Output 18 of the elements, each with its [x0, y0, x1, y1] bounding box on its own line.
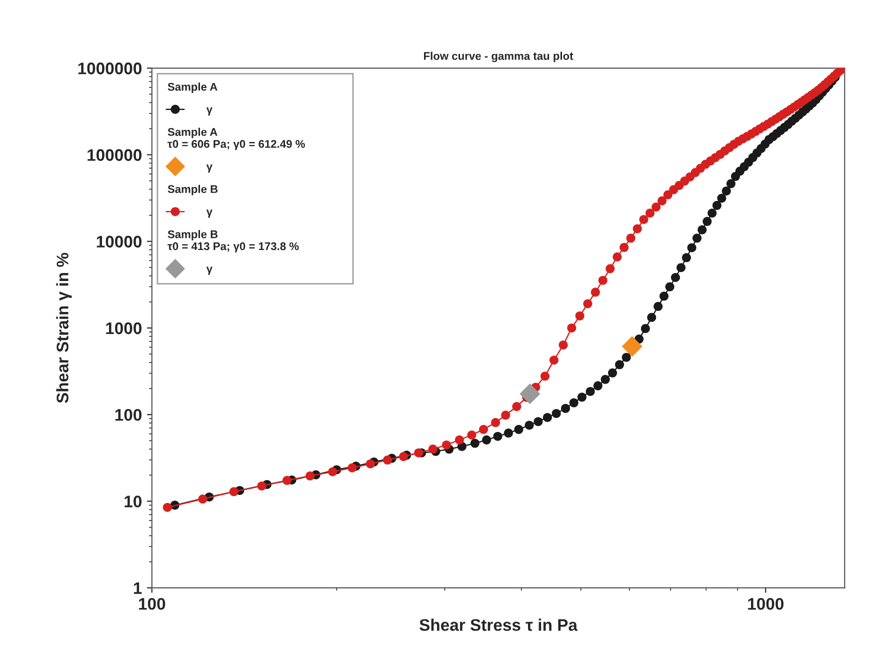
annotation: Sample A τ0 = 606 Pa; γ0 = 612.49 % — [168, 128, 305, 150]
annotation: Sample B τ0 = 413 Pa; γ0 = 173.8 % — [168, 230, 299, 252]
y-tick-label: 1000000 — [78, 62, 142, 74]
legend-label: γ — [206, 164, 212, 173]
annotation: Sample A — [168, 82, 218, 93]
y-tick-label: 10000 — [96, 236, 142, 248]
chart-title: Flow curve - gamma tau plot — [424, 52, 574, 62]
legend-label: γ — [206, 210, 212, 218]
y-tick-label: 1 — [134, 582, 142, 594]
x-axis-title: Shear Stress τ in Pa — [420, 618, 578, 631]
y-tick-label: 1000 — [106, 322, 142, 334]
y-tick-label: 10 — [124, 496, 142, 508]
legend-label: γ — [206, 266, 212, 275]
y-tick-label: 100000 — [88, 149, 142, 161]
y-axis-title: Shear Strain γ in % — [56, 252, 72, 403]
legend-label: γ — [206, 107, 212, 116]
y-tick-label: 100 — [115, 409, 142, 421]
annotation: Sample B — [168, 184, 218, 196]
